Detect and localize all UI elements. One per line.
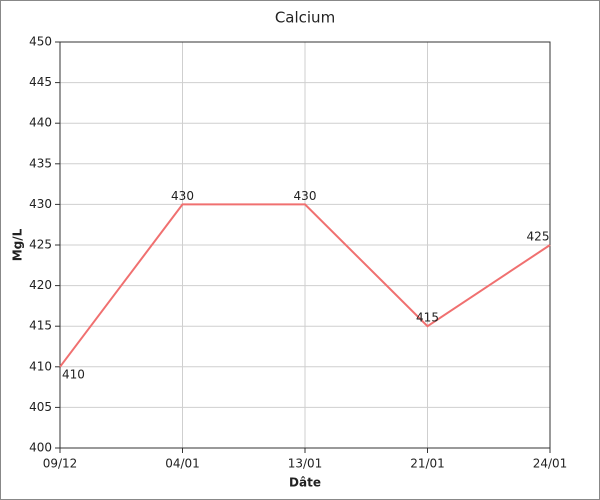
- data-label: 410: [62, 367, 85, 381]
- x-tick-label: 24/01: [533, 457, 568, 471]
- data-label: 430: [294, 189, 317, 203]
- y-tick-label: 425: [29, 238, 52, 252]
- y-axis-label: Mg/L: [11, 228, 25, 261]
- line-series: [59, 203, 551, 368]
- x-tick-label: 09/12: [43, 457, 78, 471]
- y-tick-label: 435: [29, 156, 52, 170]
- data-label: 430: [171, 189, 194, 203]
- data-label: 425: [527, 230, 550, 244]
- y-tick-label: 410: [29, 359, 52, 373]
- data-label: 415: [416, 311, 439, 325]
- chart-title: Calcium: [275, 9, 335, 27]
- y-tick-label: 405: [29, 400, 52, 414]
- y-tick-label: 420: [29, 278, 52, 292]
- x-tick-label: 04/01: [165, 457, 200, 471]
- y-tick-label: 430: [29, 197, 52, 211]
- y-tick-label: 440: [29, 116, 52, 130]
- y-tick-label: 450: [29, 35, 52, 49]
- x-axis-label: Dâte: [289, 476, 321, 490]
- x-tick-label: 13/01: [288, 457, 323, 471]
- y-tick-label: 415: [29, 319, 52, 333]
- x-tick-label: 21/01: [410, 457, 445, 471]
- y-tick-label: 400: [29, 441, 52, 455]
- y-tick-label: 445: [29, 75, 52, 89]
